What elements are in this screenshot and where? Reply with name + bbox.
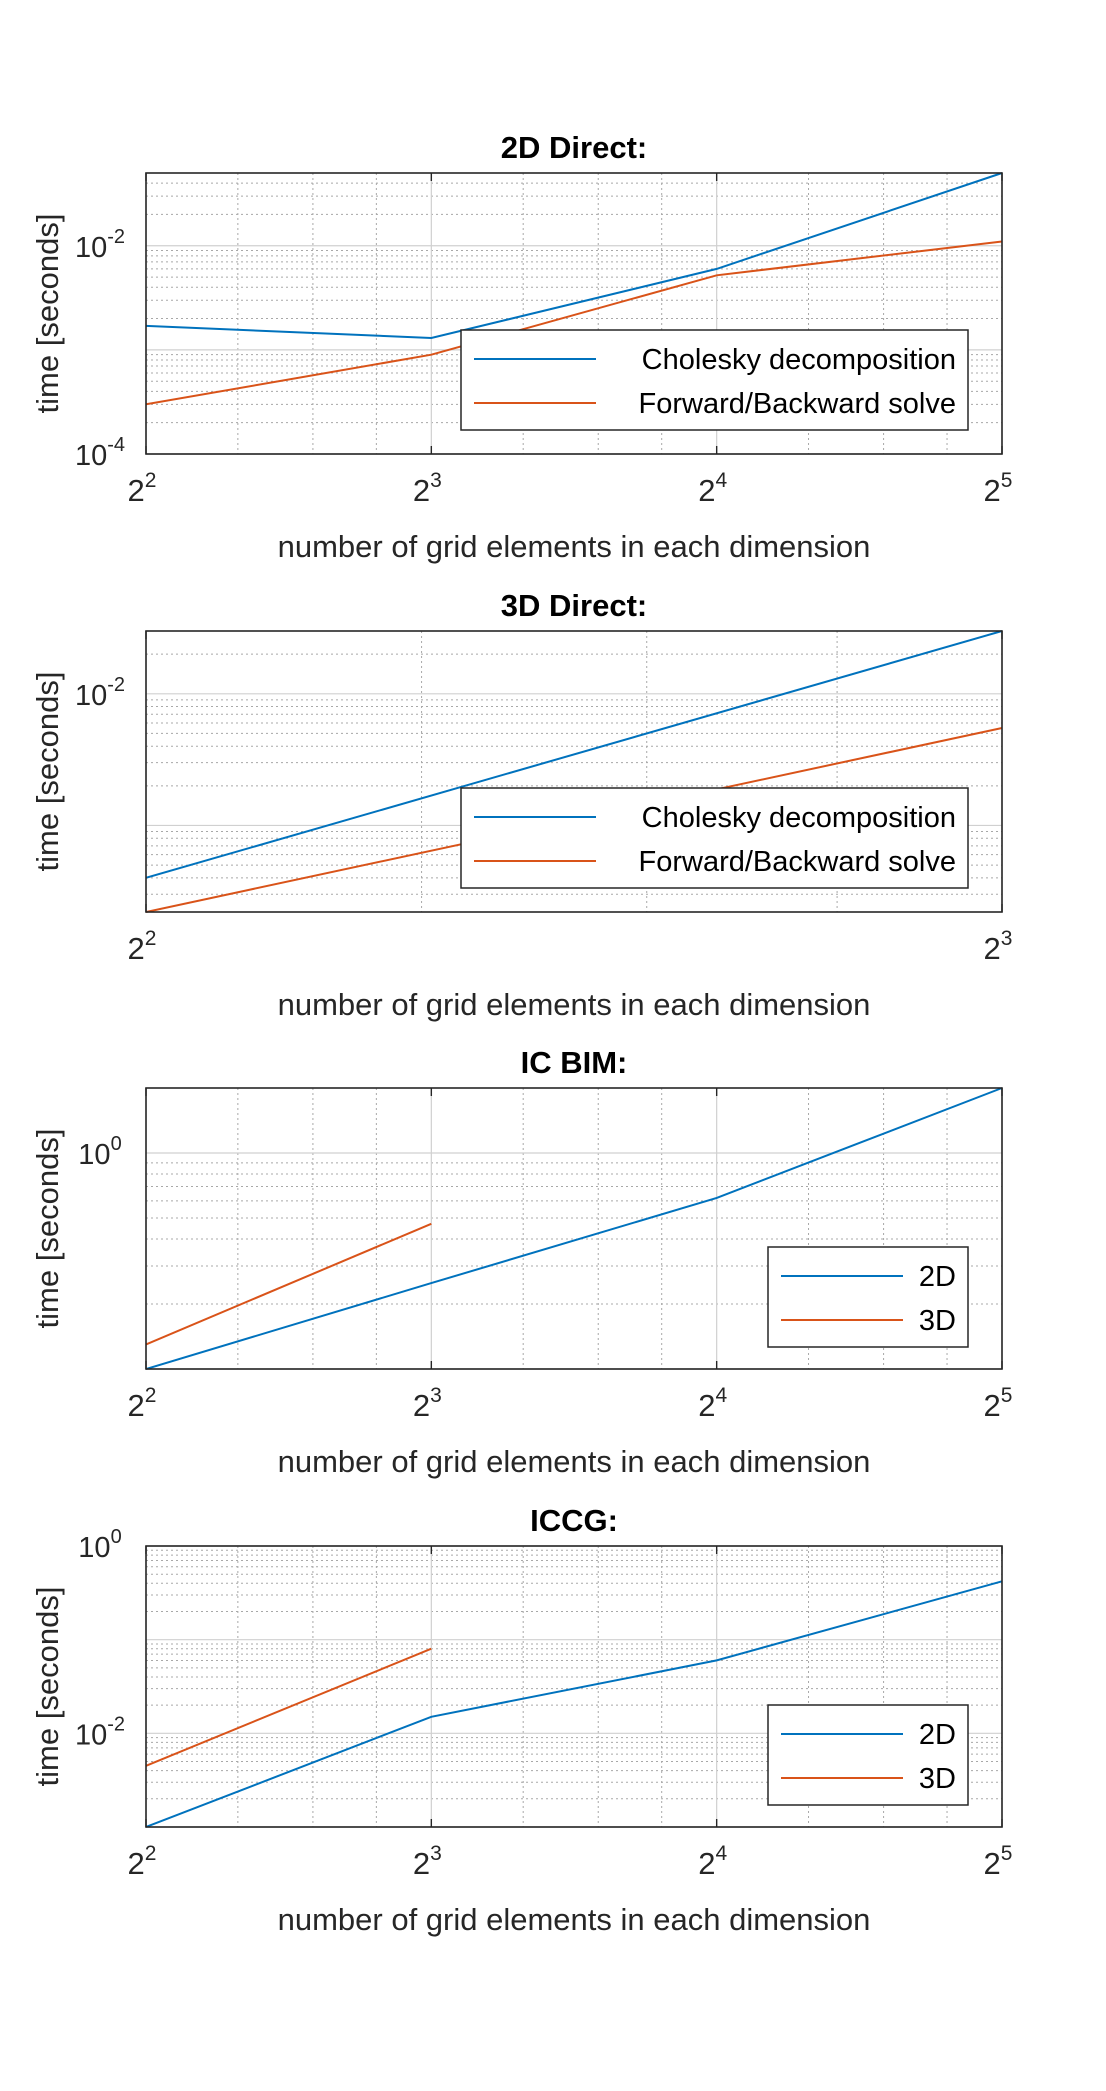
x-axis-label: number of grid elements in each dimensio…	[278, 529, 871, 564]
chart-panel-4: 22 23 24 25 10-2 100 ICCG: number of grid eleme…	[30, 1503, 1012, 1937]
y-tick-label: 10-4	[75, 434, 125, 472]
y-axis-label: time [seconds]	[30, 672, 65, 872]
x-tick-label: 23	[413, 1842, 442, 1881]
x-tick-label: 25	[984, 469, 1013, 508]
series-line-1	[146, 172, 1003, 340]
chart-panel-1: 22 23 24 25 10-4 10-2 2D Direct: number of grid…	[30, 130, 1012, 564]
chart-title: ICCG:	[530, 1503, 618, 1538]
y-tick-label: 10-2	[75, 674, 125, 712]
legend: Cholesky decomposition Forward/Backward s…	[460, 787, 969, 889]
legend-label-1: 2D	[919, 1719, 956, 1751]
legend-box	[767, 1704, 969, 1806]
y-tick-label: 10-2	[75, 1713, 125, 1751]
x-tick-label: 24	[698, 469, 727, 508]
axes-box	[145, 630, 1003, 913]
y-tick-label: 10-2	[75, 226, 125, 264]
x-tick-label: 23	[984, 927, 1013, 966]
x-tick-label: 25	[984, 1842, 1013, 1881]
x-axis-label: number of grid elements in each dimensio…	[278, 1444, 871, 1479]
y-tick-label: 100	[78, 1526, 121, 1564]
x-tick-label: 25	[984, 1384, 1013, 1423]
chart-title: 3D Direct:	[501, 588, 647, 623]
chart-panel-2: 22 23 10-2 3D Direct: number of grid element…	[30, 588, 1012, 1022]
x-tick-label: 22	[128, 469, 157, 508]
x-tick-label: 22	[128, 1384, 157, 1423]
x-tick-label: 24	[698, 1384, 727, 1423]
legend-label-2: 3D	[919, 1305, 956, 1337]
y-axis-label: time [seconds]	[30, 1587, 65, 1787]
series-line-2	[146, 240, 1003, 406]
legend-label-2: Forward/Backward solve	[639, 846, 957, 878]
x-axis-label: number of grid elements in each dimensio…	[278, 987, 871, 1022]
legend-label-1: 2D	[919, 1261, 956, 1293]
series-line-1	[146, 1087, 1003, 1370]
legend-label-1: Cholesky decomposition	[642, 344, 956, 376]
axes-box	[145, 1545, 1003, 1828]
x-tick-label: 23	[413, 1384, 442, 1423]
axes-box	[145, 172, 1003, 455]
legend-label-2: Forward/Backward solve	[639, 388, 957, 420]
legend-box	[460, 787, 969, 889]
legend-box	[460, 329, 969, 431]
chart-title: 2D Direct:	[501, 130, 647, 165]
y-axis-label: time [seconds]	[30, 214, 65, 414]
series-line-2	[146, 1647, 432, 1767]
legend: Cholesky decomposition Forward/Backward s…	[460, 329, 969, 431]
x-tick-label: 23	[413, 469, 442, 508]
legend-box	[767, 1246, 969, 1348]
axes-box	[145, 1087, 1003, 1370]
x-tick-label: 24	[698, 1842, 727, 1881]
chart-title: IC BIM:	[521, 1045, 628, 1080]
x-axis-label: number of grid elements in each dimensio…	[278, 1902, 871, 1937]
series-line-1	[146, 630, 1003, 879]
series-line-2	[146, 1222, 432, 1346]
y-tick-label: 100	[78, 1133, 121, 1171]
legend-label-2: 3D	[919, 1763, 956, 1795]
chart-panel-3: 22 23 24 25 100 IC BIM: number of grid element…	[30, 1045, 1012, 1479]
series-line-1	[146, 1580, 1003, 1828]
y-axis-label: time [seconds]	[30, 1129, 65, 1329]
x-tick-label: 22	[128, 1842, 157, 1881]
x-tick-label: 22	[128, 927, 157, 966]
legend-label-1: Cholesky decomposition	[642, 802, 956, 834]
